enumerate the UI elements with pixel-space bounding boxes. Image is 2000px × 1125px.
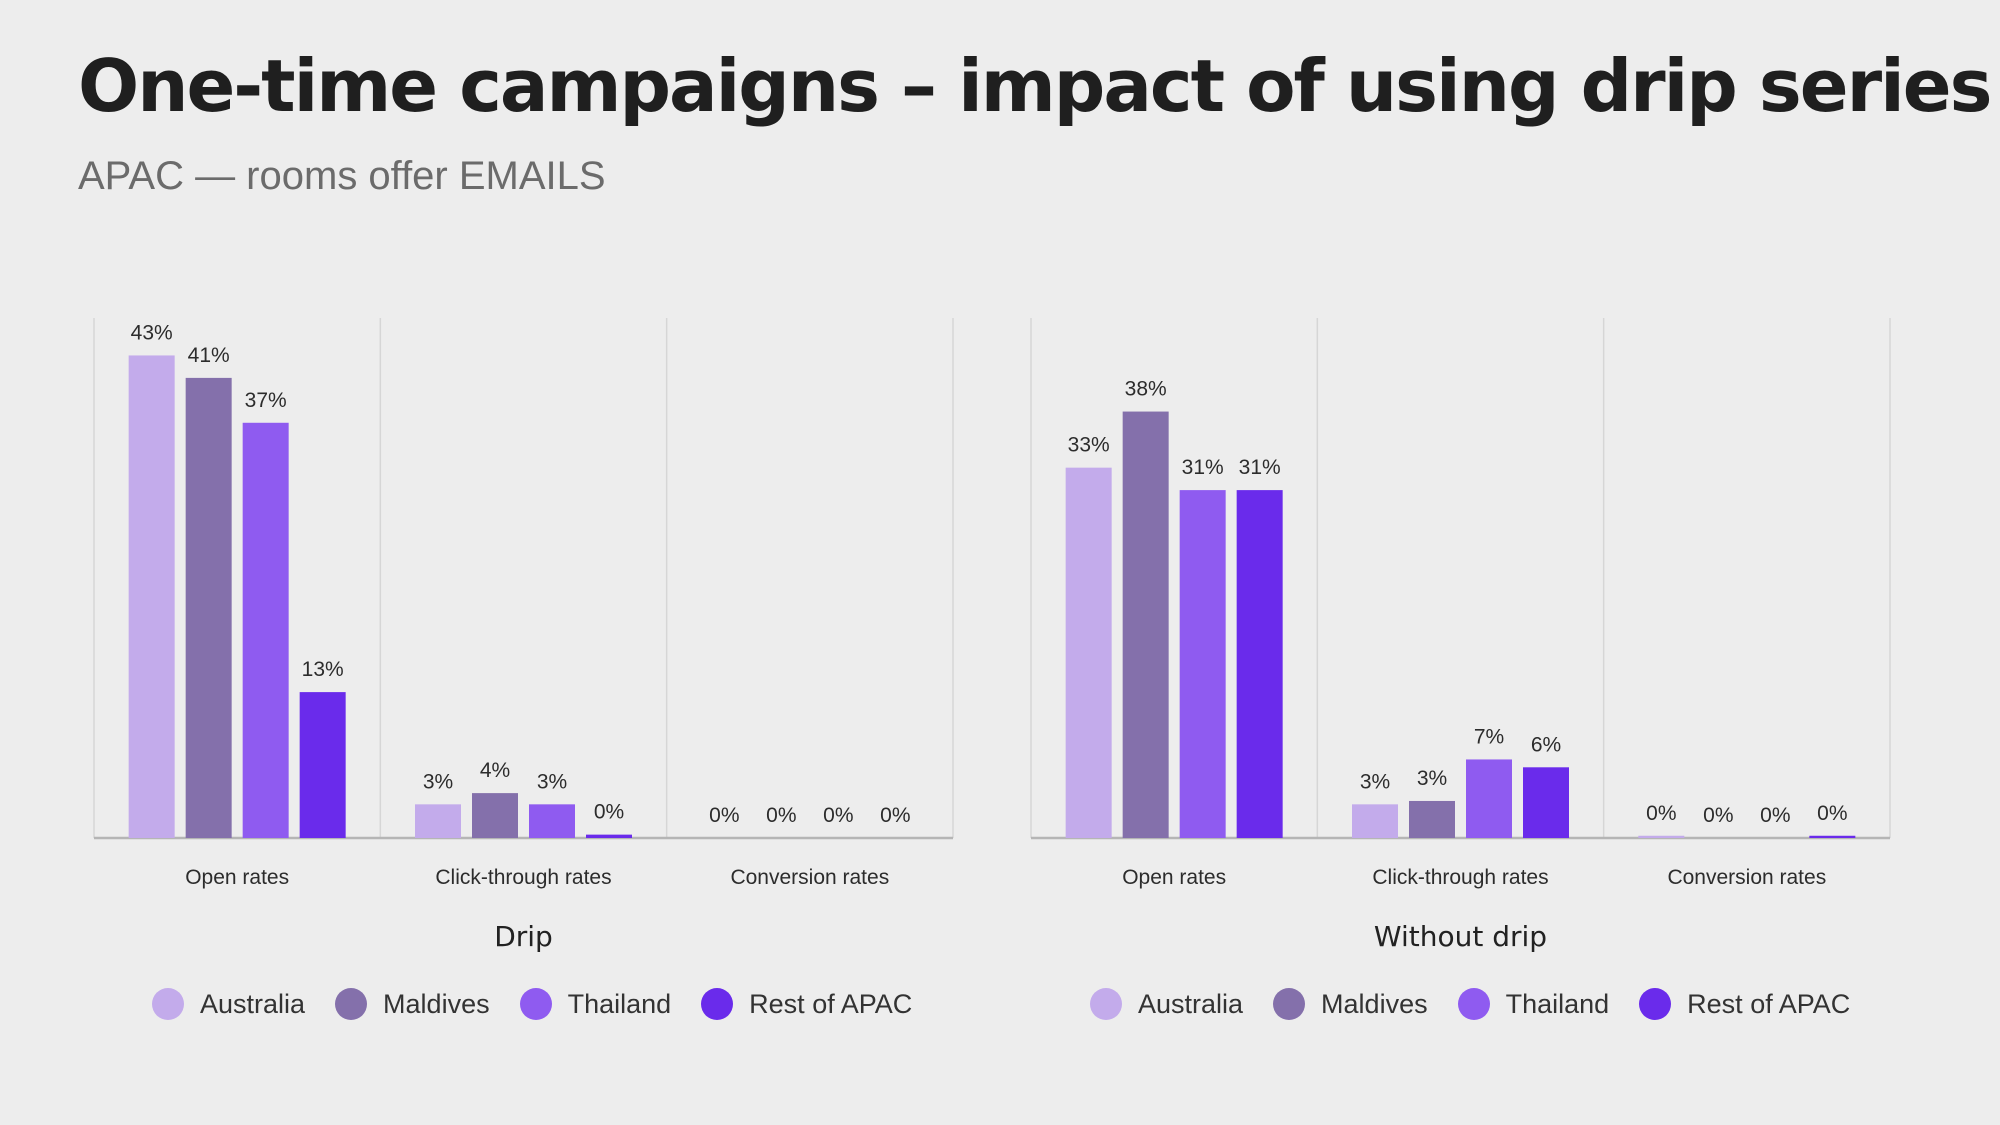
data-label: 4% bbox=[480, 759, 510, 782]
data-label: 38% bbox=[1125, 378, 1167, 401]
page-title: One-time campaigns – impact of using dri… bbox=[78, 44, 1992, 128]
x-tick-label: Conversion rates bbox=[1667, 866, 1826, 889]
legend-item-thailand: Thailand bbox=[519, 988, 672, 1020]
legend-swatch bbox=[701, 988, 734, 1020]
data-label: 7% bbox=[1474, 725, 1504, 748]
data-label: 13% bbox=[302, 658, 344, 681]
data-label: 0% bbox=[594, 801, 624, 824]
legend-item-maldives: Maldives bbox=[335, 988, 490, 1020]
data-label: 0% bbox=[766, 804, 796, 827]
data-label: 0% bbox=[1760, 804, 1790, 827]
data-label: 3% bbox=[423, 770, 453, 793]
bar-australia-click-through-rates bbox=[1352, 804, 1398, 838]
data-label: 0% bbox=[1703, 804, 1733, 827]
x-tick-label: Conversion rates bbox=[730, 866, 889, 889]
bar-australia-conversion-rates bbox=[1638, 835, 1685, 838]
legend-swatch bbox=[519, 988, 552, 1020]
data-label: 3% bbox=[537, 770, 567, 793]
x-tick-label: Click-through rates bbox=[435, 866, 611, 889]
bar-maldives-open-rates bbox=[1122, 411, 1169, 838]
data-label: 31% bbox=[1182, 456, 1224, 479]
data-label: 43% bbox=[131, 321, 173, 344]
bar-maldives-click-through-rates bbox=[472, 793, 518, 838]
legend-label: Thailand bbox=[567, 988, 672, 1019]
bar-rest-of-apac-click-through-rates bbox=[586, 834, 632, 838]
data-label: 3% bbox=[1360, 770, 1390, 793]
data-label: 0% bbox=[880, 804, 910, 827]
bar-rest-of-apac-open-rates bbox=[299, 692, 346, 838]
legend-swatch bbox=[1273, 988, 1306, 1020]
bar-rest-of-apac-open-rates bbox=[1236, 490, 1283, 838]
bar-rest-of-apac-click-through-rates bbox=[1523, 767, 1569, 838]
data-label: 0% bbox=[709, 804, 739, 827]
legend-label: Rest of APAC bbox=[1687, 988, 1851, 1019]
x-tick-label: Open rates bbox=[185, 866, 289, 889]
legend-swatch bbox=[1457, 988, 1490, 1020]
bar-thailand-open-rates bbox=[242, 422, 289, 838]
legend-item-rest-of-apac: Rest of APAC bbox=[701, 988, 912, 1020]
bar-thailand-click-through-rates bbox=[1466, 759, 1512, 838]
chart-title: Without drip bbox=[1374, 920, 1547, 953]
legend-label: Maldives bbox=[383, 988, 490, 1019]
legend-item-rest-of-apac: Rest of APAC bbox=[1639, 988, 1850, 1020]
legend-item-maldives: Maldives bbox=[1273, 988, 1428, 1020]
data-label: 0% bbox=[1646, 802, 1676, 825]
legend-item-australia: Australia bbox=[152, 988, 305, 1020]
legend-swatch bbox=[152, 988, 184, 1020]
x-tick-label: Open rates bbox=[1122, 866, 1226, 889]
legend-without-drip: Australia Maldives Thailand Rest of APAC bbox=[1090, 988, 1880, 1020]
bar-australia-open-rates bbox=[1065, 467, 1112, 838]
bar-maldives-open-rates bbox=[185, 377, 232, 838]
legend-swatch bbox=[1090, 988, 1122, 1020]
bar-australia-open-rates bbox=[128, 355, 175, 838]
chart-title: Drip bbox=[494, 920, 553, 953]
bar-thailand-open-rates bbox=[1179, 490, 1226, 838]
legend-label: Maldives bbox=[1321, 988, 1428, 1019]
data-label: 0% bbox=[823, 804, 853, 827]
legend-label: Rest of APAC bbox=[749, 988, 913, 1019]
data-label: 0% bbox=[1817, 802, 1847, 825]
data-label: 33% bbox=[1068, 434, 1110, 457]
data-label: 6% bbox=[1531, 733, 1561, 756]
bar-rest-of-apac-conversion-rates bbox=[1809, 835, 1856, 838]
legend-label: Thailand bbox=[1505, 988, 1610, 1019]
legend-swatch bbox=[1639, 988, 1672, 1020]
bar-australia-click-through-rates bbox=[415, 804, 461, 838]
bar-thailand-click-through-rates bbox=[529, 804, 575, 838]
data-label: 3% bbox=[1417, 767, 1447, 790]
legend-swatch bbox=[335, 988, 368, 1020]
legend-item-thailand: Thailand bbox=[1457, 988, 1610, 1020]
legend-drip: Australia Maldives Thailand Rest of APAC bbox=[152, 988, 942, 1020]
data-label: 37% bbox=[245, 389, 287, 412]
data-label: 41% bbox=[188, 344, 230, 367]
x-tick-label: Click-through rates bbox=[1372, 866, 1548, 889]
legend-item-australia: Australia bbox=[1090, 988, 1243, 1020]
page-subtitle: APAC — rooms offer EMAILS bbox=[78, 154, 606, 198]
bar-maldives-click-through-rates bbox=[1409, 800, 1455, 838]
data-label: 31% bbox=[1239, 456, 1281, 479]
legend-label: Australia bbox=[200, 988, 306, 1019]
legend-label: Australia bbox=[1138, 988, 1244, 1019]
